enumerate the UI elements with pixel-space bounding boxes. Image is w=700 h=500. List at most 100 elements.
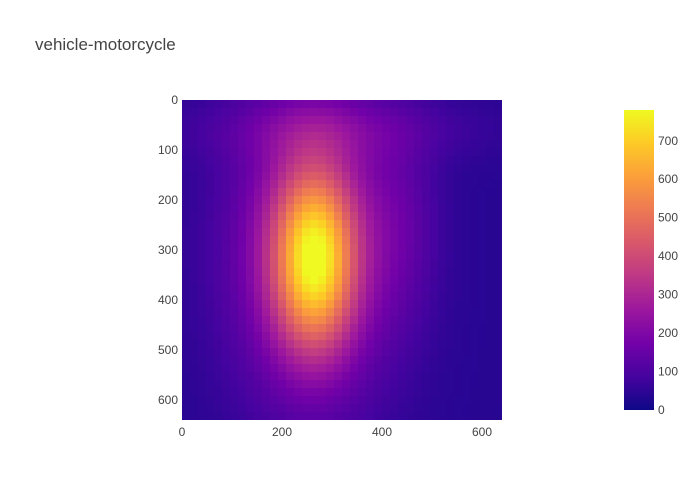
heatmap-cell <box>270 228 279 237</box>
heatmap-cell <box>478 308 487 317</box>
heatmap-cell <box>374 180 383 189</box>
heatmap-cell <box>318 372 327 381</box>
heatmap-cell <box>494 148 502 157</box>
heatmap-cell <box>350 164 359 173</box>
heatmap-cell <box>182 252 191 261</box>
heatmap-cell <box>318 396 327 405</box>
heatmap-cell <box>366 308 375 317</box>
heatmap-cell <box>430 196 439 205</box>
heatmap-cell <box>302 244 311 253</box>
heatmap-cell <box>190 356 199 365</box>
heatmap-cell <box>462 172 471 181</box>
heatmap-cell <box>446 412 455 420</box>
heatmap-cell <box>414 124 423 133</box>
heatmap-cell <box>294 196 303 205</box>
heatmap-cell <box>350 204 359 213</box>
heatmap-cell <box>182 276 191 285</box>
heatmap-cell <box>478 236 487 245</box>
heatmap-cell <box>182 348 191 357</box>
heatmap-cell <box>414 212 423 221</box>
heatmap-cell <box>206 380 215 389</box>
heatmap-cell <box>206 172 215 181</box>
heatmap-cell <box>422 372 431 381</box>
heatmap-cell <box>406 156 415 165</box>
heatmap-cell <box>318 260 327 269</box>
heatmap-cell <box>246 124 255 133</box>
heatmap-cell <box>430 228 439 237</box>
heatmap-cell <box>222 380 231 389</box>
heatmap-cell <box>310 372 319 381</box>
heatmap-cell <box>230 196 239 205</box>
heatmap-cell <box>318 172 327 181</box>
heatmap-cell <box>486 252 495 261</box>
heatmap-cell <box>366 124 375 133</box>
heatmap-cell <box>438 172 447 181</box>
heatmap-cell <box>326 252 335 261</box>
heatmap-cell <box>310 292 319 301</box>
heatmap-cell <box>414 332 423 341</box>
heatmap-cell <box>342 316 351 325</box>
heatmap-cell <box>294 204 303 213</box>
heatmap-cell <box>270 412 279 420</box>
heatmap-cell <box>422 132 431 141</box>
heatmap-cell <box>278 180 287 189</box>
heatmap-cell <box>486 100 495 109</box>
heatmap-cell <box>366 116 375 125</box>
heatmap-cell <box>302 220 311 229</box>
heatmap-cell <box>206 236 215 245</box>
heatmap-cell <box>278 284 287 293</box>
heatmap-cell <box>286 412 295 420</box>
heatmap-cell <box>382 156 391 165</box>
heatmap-cell <box>254 324 263 333</box>
heatmap-cell <box>486 164 495 173</box>
heatmap-cell <box>278 276 287 285</box>
heatmap-cell <box>422 308 431 317</box>
heatmap-cell <box>350 116 359 125</box>
heatmap-cell <box>358 268 367 277</box>
heatmap-cell <box>286 156 295 165</box>
heatmap-cell <box>262 348 271 357</box>
heatmap-cell <box>446 172 455 181</box>
heatmap-cell <box>398 268 407 277</box>
heatmap-cell <box>190 276 199 285</box>
heatmap-cell <box>326 116 335 125</box>
heatmap-cell <box>190 372 199 381</box>
heatmap-cell <box>446 212 455 221</box>
heatmap-cell <box>318 100 327 109</box>
heatmap-cell <box>366 228 375 237</box>
heatmap-cell <box>430 364 439 373</box>
heatmap-cell <box>494 180 502 189</box>
heatmap-cell <box>326 156 335 165</box>
heatmap-cell <box>310 396 319 405</box>
heatmap-cell <box>462 188 471 197</box>
heatmap-cell <box>366 316 375 325</box>
heatmap-cell <box>198 148 207 157</box>
heatmap-cell <box>342 396 351 405</box>
heatmap-cell <box>182 372 191 381</box>
heatmap-cell <box>366 292 375 301</box>
heatmap-cell <box>342 364 351 373</box>
heatmap-cell <box>182 404 191 413</box>
heatmap-cell <box>214 220 223 229</box>
heatmap-cell <box>198 364 207 373</box>
heatmap-cell <box>390 220 399 229</box>
heatmap-cell <box>422 268 431 277</box>
heatmap-cell <box>462 308 471 317</box>
heatmap-cell <box>278 324 287 333</box>
heatmap-cell <box>398 132 407 141</box>
heatmap-cell <box>206 124 215 133</box>
heatmap-cell <box>358 116 367 125</box>
heatmap-cell <box>222 212 231 221</box>
heatmap-cell <box>342 204 351 213</box>
heatmap-cell <box>294 388 303 397</box>
heatmap-cell <box>406 100 415 109</box>
heatmap-cell <box>462 236 471 245</box>
heatmap-cell <box>326 220 335 229</box>
heatmap-cell <box>390 316 399 325</box>
heatmap-cell <box>494 220 502 229</box>
heatmap-cell <box>486 268 495 277</box>
heatmap-cell <box>358 108 367 117</box>
heatmap-cell <box>254 180 263 189</box>
heatmap-cell <box>246 228 255 237</box>
heatmap-cell <box>414 244 423 253</box>
